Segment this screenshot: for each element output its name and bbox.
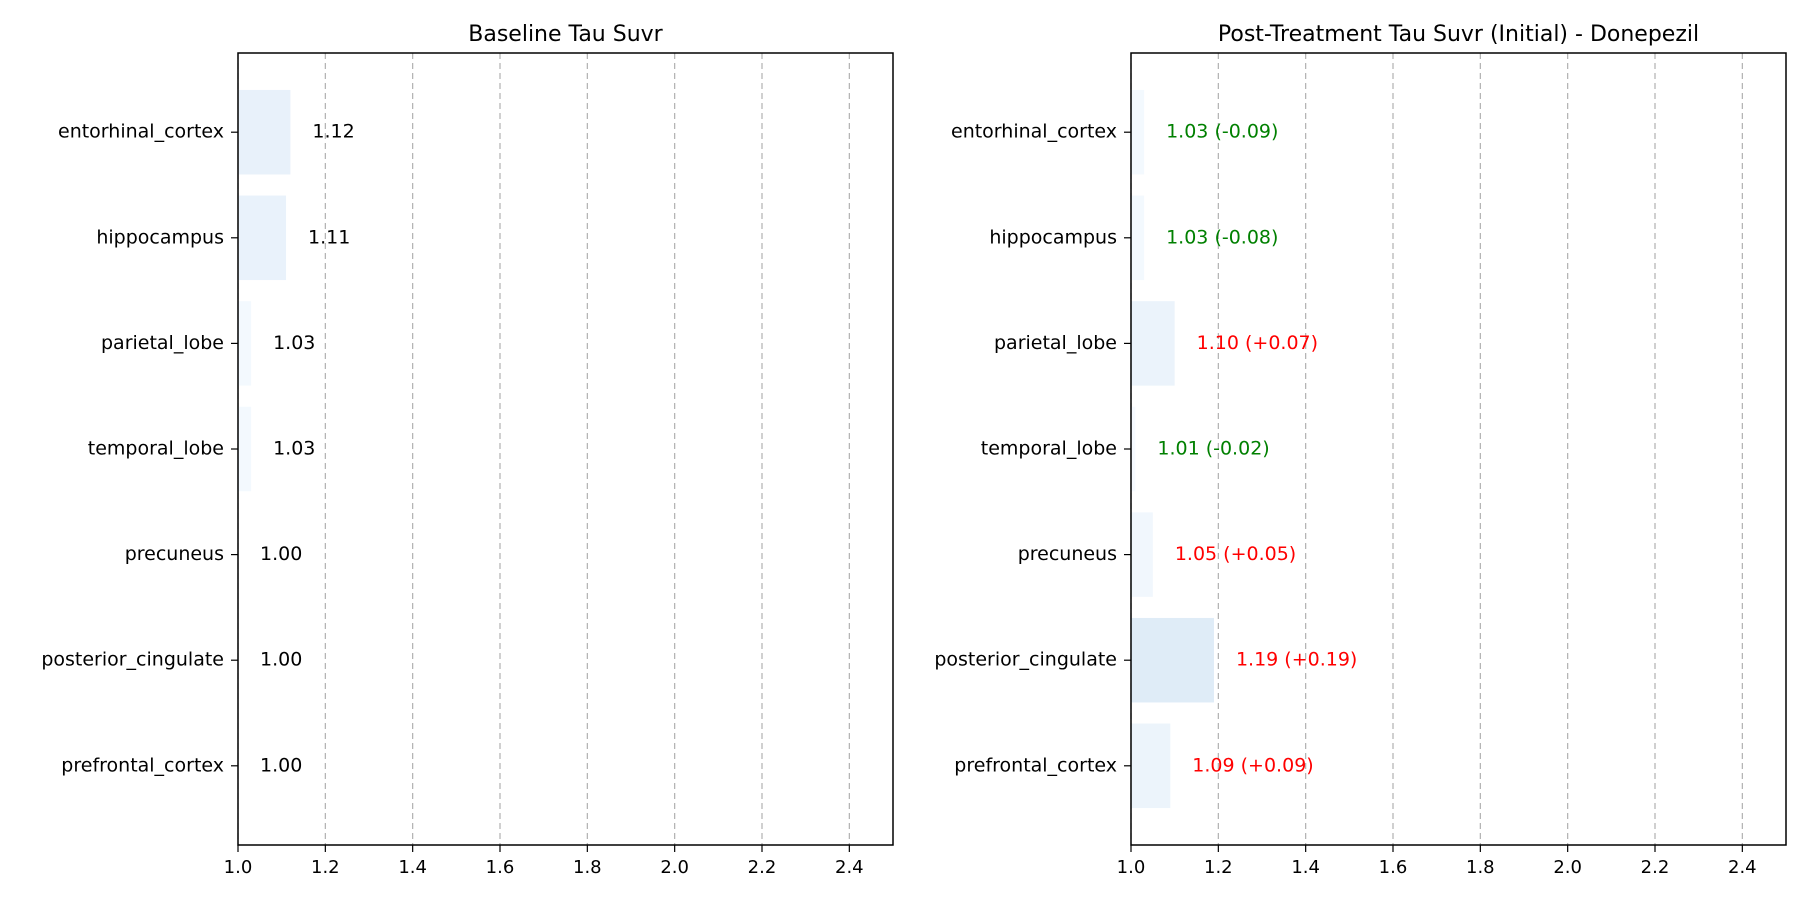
- y-tick-label: hippocampus: [989, 226, 1117, 248]
- bar-parietal_lobe: [1131, 301, 1175, 386]
- y-tick-label: posterior_cingulate: [41, 649, 224, 671]
- data-label: 1.00: [260, 649, 302, 671]
- y-tick-label: prefrontal_cortex: [954, 754, 1117, 776]
- bar-temporal_lobe: [238, 406, 252, 492]
- y-tick-label: temporal_lobe: [88, 438, 224, 460]
- y-tick-label: temporal_lobe: [981, 438, 1117, 460]
- data-label: 1.01 (-0.02): [1157, 438, 1269, 460]
- data-label: 1.12: [312, 121, 354, 143]
- x-tick-label: 2.2: [748, 857, 777, 878]
- axes-frame: [237, 52, 894, 846]
- y-tick-label: parietal_lobe: [994, 332, 1117, 354]
- data-label: 1.03 (-0.09): [1166, 121, 1278, 143]
- x-tick-label: 1.4: [1291, 857, 1320, 878]
- chart-title: Baseline Tau Suvr: [468, 22, 663, 47]
- x-tick-label: 1.6: [1379, 857, 1408, 878]
- data-label: 1.03: [273, 438, 315, 460]
- x-tick-label: 1.8: [573, 857, 602, 878]
- x-tick-label: 1.6: [486, 857, 515, 878]
- data-label: 1.03: [273, 332, 315, 354]
- data-label: 1.03 (-0.08): [1166, 226, 1278, 248]
- x-tick-label: 1.2: [1204, 857, 1233, 878]
- data-label: 1.05 (+0.05): [1175, 543, 1296, 565]
- y-tick-label: hippocampus: [96, 226, 224, 248]
- bar-temporal_lobe: [1131, 406, 1136, 492]
- bar-parietal_lobe: [238, 301, 252, 386]
- data-label: 1.00: [260, 543, 302, 565]
- bar-hippocampus: [238, 195, 287, 281]
- data-label: 1.09 (+0.09): [1192, 754, 1313, 776]
- y-tick-label: prefrontal_cortex: [61, 754, 224, 776]
- y-tick-label: parietal_lobe: [101, 332, 224, 354]
- data-label: 1.00: [260, 754, 302, 776]
- x-tick-label: 2.4: [1728, 857, 1757, 878]
- x-tick-label: 1.0: [224, 857, 253, 878]
- bar-posterior_cingulate: [1131, 617, 1214, 703]
- y-tick-label: entorhinal_cortex: [951, 121, 1117, 143]
- chart-title: Post-Treatment Tau Suvr (Initial) - Done…: [1218, 22, 1699, 47]
- x-tick-label: 2.0: [1553, 857, 1582, 878]
- post-treatment-panel: 1.03 (-0.09)1.03 (-0.08)1.10 (+0.07)1.01…: [934, 22, 1787, 878]
- x-tick-label: 2.2: [1641, 857, 1670, 878]
- x-tick-label: 1.0: [1117, 857, 1146, 878]
- x-tick-label: 1.2: [311, 857, 340, 878]
- bar-entorhinal_cortex: [1131, 89, 1145, 175]
- y-tick-label: posterior_cingulate: [934, 649, 1117, 671]
- bar-prefrontal_cortex: [1131, 723, 1171, 809]
- y-tick-label: precuneus: [1018, 543, 1117, 565]
- baseline-panel: 1.12 1.11 1.03 1.03 1.00 1.00 1.00 entorhinal_c…: [41, 22, 894, 878]
- bar-hippocampus: [1131, 195, 1145, 281]
- data-label: 1.11: [308, 226, 350, 248]
- x-tick-label: 1.8: [1466, 857, 1495, 878]
- data-label: 1.10 (+0.07): [1197, 332, 1318, 354]
- x-tick-label: 2.4: [835, 857, 864, 878]
- bar-precuneus: [1131, 512, 1153, 597]
- x-tick-label: 1.4: [398, 857, 427, 878]
- bar-entorhinal_cortex: [238, 89, 291, 175]
- data-label: 1.19 (+0.19): [1236, 649, 1357, 671]
- y-tick-label: precuneus: [125, 543, 224, 565]
- y-tick-label: entorhinal_cortex: [58, 121, 224, 143]
- x-tick-label: 2.0: [660, 857, 689, 878]
